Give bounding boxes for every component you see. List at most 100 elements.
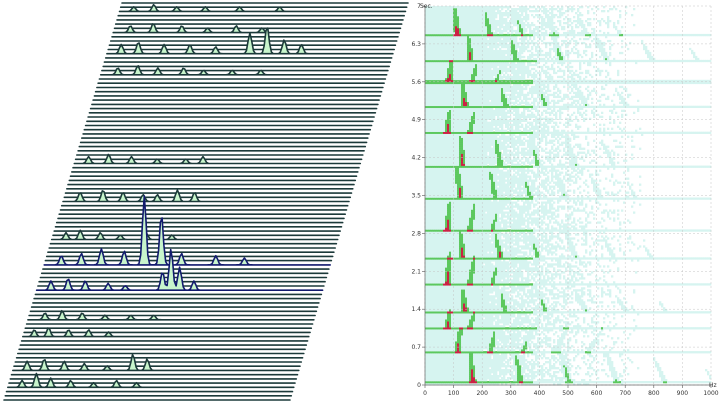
- spectrogram-cell: [567, 383, 570, 386]
- spectrogram-cell: [503, 295, 506, 298]
- spectrogram-cell: [553, 293, 556, 296]
- spectrogram-cell: [615, 327, 618, 330]
- spectrogram-cell: [433, 261, 436, 264]
- spectrogram-cell: [453, 323, 456, 326]
- spectrogram-cell: [535, 309, 538, 312]
- spectrogram-cell: [491, 313, 494, 316]
- spectrogram-cell: [549, 323, 552, 326]
- spectrogram-cell: [581, 295, 584, 298]
- spectrogram-cell: [475, 295, 478, 298]
- spectrogram-cell: [493, 259, 496, 262]
- spectrogram-cell: [461, 325, 464, 328]
- spectrogram-cell: [441, 359, 444, 362]
- spectrogram-cell: [447, 345, 450, 348]
- spectrogram-cell: [533, 279, 536, 282]
- spectrogram-cell: [431, 351, 434, 354]
- spectrogram-cell: [523, 321, 526, 324]
- spectrogram-cell: [489, 345, 492, 348]
- spectrogram-cell: [461, 299, 464, 302]
- spectrogram-cell: [445, 257, 448, 260]
- spectrogram-cell: [527, 379, 530, 382]
- spectrogram-cell: [513, 331, 516, 334]
- spectrogram-cell: [469, 323, 472, 326]
- spectrogram-cell: [457, 297, 460, 300]
- spectrogram-cell: [479, 259, 482, 262]
- spectrogram-cell: [445, 319, 448, 322]
- spectrogram-cell: [507, 369, 510, 372]
- spectrogram-cell: [485, 345, 488, 348]
- spectrogram-cell: [473, 379, 476, 382]
- spectrogram-cell: [527, 337, 530, 340]
- spectrogram-cell: [489, 273, 492, 276]
- spectrogram-cell: [467, 379, 470, 382]
- spectrogram-cell: [529, 327, 532, 330]
- spectrogram-cell: [425, 309, 428, 312]
- spectrogram-cell: [537, 363, 540, 366]
- spectrogram-cell: [519, 321, 522, 324]
- spectrogram-cell: [569, 323, 572, 326]
- spectrogram-cell: [517, 271, 520, 274]
- spectrogram-cell: [445, 375, 448, 378]
- spectrogram-cell: [517, 333, 520, 336]
- spectrogram-cell: [533, 277, 536, 280]
- spectrogram-cell: [447, 255, 450, 258]
- spectrogram-cell: [565, 299, 568, 302]
- spectrogram-cell: [433, 283, 436, 286]
- spectrogram-cell: [433, 377, 436, 380]
- spectrogram-cell: [511, 269, 514, 272]
- spectrogram-cell: [467, 297, 470, 300]
- spectrogram-cell: [499, 301, 502, 304]
- spectrogram-cell: [481, 375, 484, 378]
- spectrogram-cell: [619, 311, 622, 314]
- spectrogram-cell: [695, 327, 698, 330]
- spectrogram-cell: [455, 275, 458, 278]
- spectrogram-cell: [493, 319, 496, 322]
- spectrogram-cell: [511, 339, 514, 342]
- spectrogram-cell: [613, 369, 616, 372]
- spectrogram-cell: [481, 267, 484, 270]
- spectrogram-cell: [503, 301, 506, 304]
- spectrogram-cell: [429, 305, 432, 308]
- spectrogram-cell: [521, 303, 524, 306]
- spectrogram-cell: [557, 297, 560, 300]
- spectrogram-cell: [527, 327, 530, 330]
- spectrogram-cell: [571, 315, 574, 318]
- spectrogram-cell: [527, 275, 530, 278]
- spectrogram-cell: [615, 295, 618, 298]
- spectrogram-cell: [511, 281, 514, 284]
- spectrogram-cell: [457, 339, 460, 342]
- spectrogram-cell: [521, 323, 524, 326]
- spectrogram-cell: [535, 333, 538, 336]
- spectrogram-cell: [609, 365, 612, 368]
- spectrogram-cell: [599, 311, 602, 314]
- spectrogram-cell: [511, 365, 514, 368]
- spectrogram-cell: [553, 325, 556, 328]
- spectrogram-cell: [635, 351, 638, 354]
- spectrogram-cell: [449, 275, 452, 278]
- spectrogram-cell: [483, 259, 486, 262]
- spectrogram-cell: [619, 353, 622, 356]
- spectrogram-cell: [493, 341, 496, 344]
- spectrogram-cell: [487, 369, 490, 372]
- spectrogram-cell: [477, 257, 480, 260]
- spectrogram-cell: [559, 343, 562, 346]
- spectrogram-cell: [527, 325, 530, 328]
- spectrogram-cell: [479, 275, 482, 278]
- spectrogram-cell: [501, 269, 504, 272]
- spectrogram-cell: [477, 311, 480, 314]
- spectrogram-cell: [489, 291, 492, 294]
- spectrogram-cell: [427, 261, 430, 264]
- spectrogram-cell: [511, 357, 514, 360]
- spectrogram-cell: [571, 301, 574, 304]
- spectrogram-cell: [517, 375, 520, 378]
- spectrogram-cell: [607, 285, 610, 288]
- spectrogram-cell: [613, 367, 616, 370]
- spectrogram-cell: [563, 277, 566, 280]
- spectrogram-cell: [543, 303, 546, 306]
- spectrogram-cell: [489, 359, 492, 362]
- spectrogram-cell: [471, 307, 474, 310]
- spectrogram-cell: [457, 299, 460, 302]
- spectrogram-cell: [555, 275, 558, 278]
- spectrogram-cell: [593, 369, 596, 372]
- spectrogram-cell: [499, 255, 502, 258]
